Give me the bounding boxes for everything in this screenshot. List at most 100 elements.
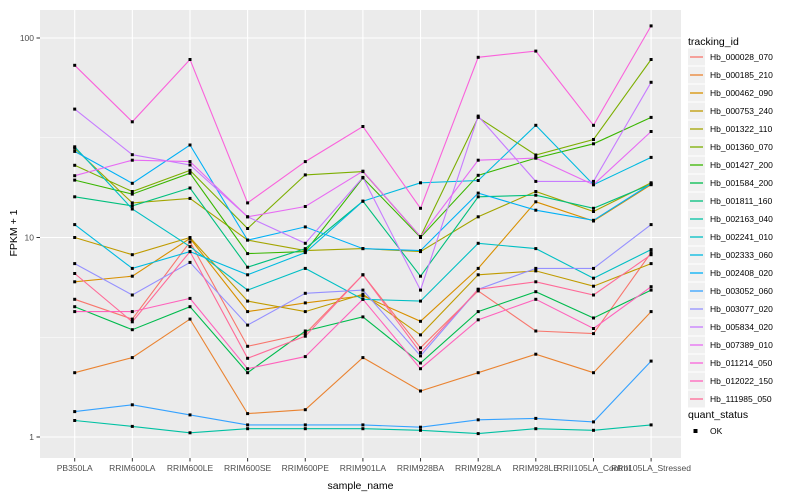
- data-point: [534, 280, 538, 284]
- data-point: [303, 247, 307, 251]
- data-point: [476, 371, 480, 375]
- data-point: [419, 181, 422, 185]
- data-point: [534, 208, 538, 212]
- data-point: [476, 191, 480, 195]
- data-point: [303, 329, 307, 333]
- data-point: [476, 310, 480, 314]
- data-point: [188, 317, 192, 321]
- data-point: [130, 253, 134, 257]
- data-point: [246, 310, 250, 314]
- data-point: [246, 288, 250, 292]
- data-point: [361, 427, 365, 431]
- data-point: [73, 272, 77, 275]
- data-point: [592, 142, 595, 146]
- data-point: [246, 265, 250, 269]
- data-point: [649, 182, 653, 186]
- data-point: [534, 200, 538, 204]
- data-point: [73, 310, 77, 314]
- data-point: [476, 432, 480, 436]
- data-point: [476, 266, 480, 270]
- data-point: [73, 149, 77, 153]
- data-point: [73, 236, 77, 239]
- data-point: [130, 204, 134, 208]
- data-point: [649, 223, 653, 227]
- data-point: [188, 160, 192, 164]
- data-point: [476, 318, 480, 322]
- legend-label-Hb_012022_150: Hb_012022_150: [710, 376, 773, 386]
- data-point: [476, 241, 480, 245]
- data-point: [649, 285, 653, 289]
- data-point: [130, 207, 134, 211]
- data-point: [649, 251, 653, 255]
- data-point: [534, 427, 538, 431]
- legend-label-Hb_007389_010: Hb_007389_010: [710, 340, 773, 350]
- data-point: [188, 168, 192, 172]
- data-point: [130, 120, 134, 124]
- data-point: [361, 315, 365, 319]
- data-point: [303, 301, 307, 305]
- quant-status-key-square: [693, 429, 698, 433]
- data-point: [130, 181, 134, 185]
- data-point: [130, 310, 134, 314]
- data-point: [73, 280, 77, 284]
- data-point: [649, 288, 653, 292]
- data-point: [246, 252, 250, 256]
- data-point: [246, 238, 250, 242]
- data-point: [188, 250, 192, 254]
- data-point: [246, 201, 250, 205]
- data-point: [188, 171, 192, 175]
- data-point: [592, 123, 595, 127]
- data-point: [73, 371, 77, 375]
- data-point: [188, 58, 192, 61]
- data-point: [534, 179, 538, 183]
- data-point: [246, 299, 250, 303]
- data-point: [534, 193, 538, 197]
- data-point: [419, 389, 422, 393]
- data-point: [592, 179, 595, 183]
- data-point: [303, 173, 307, 177]
- data-point: [361, 292, 365, 296]
- data-point: [303, 423, 307, 427]
- data-point: [592, 332, 595, 336]
- data-point: [246, 356, 250, 360]
- data-point: [130, 403, 134, 407]
- data-point: [534, 190, 538, 193]
- data-point: [303, 408, 307, 412]
- data-point: [419, 235, 422, 239]
- data-point: [649, 262, 653, 266]
- data-point: [188, 186, 192, 190]
- data-point: [188, 305, 192, 309]
- data-point: [188, 163, 192, 167]
- data-point: [534, 123, 538, 127]
- data-point: [188, 260, 192, 264]
- data-point: [476, 114, 480, 118]
- legend-label-Hb_001584_200: Hb_001584_200: [710, 178, 773, 188]
- data-point: [534, 416, 538, 420]
- data-point: [592, 327, 595, 330]
- x-tick-label: RRII105LA_Control: [557, 463, 631, 473]
- data-point: [476, 173, 480, 177]
- data-point: [649, 130, 653, 133]
- data-point: [476, 289, 480, 293]
- data-point: [303, 334, 307, 338]
- data-point: [361, 125, 365, 128]
- data-point: [361, 247, 365, 251]
- data-point: [73, 262, 77, 266]
- data-point: [130, 274, 134, 278]
- data-point: [534, 297, 538, 301]
- legend-label-Hb_001360_070: Hb_001360_070: [710, 142, 773, 152]
- data-point: [534, 156, 538, 160]
- data-point: [188, 236, 192, 239]
- data-point: [246, 344, 250, 348]
- data-point: [361, 288, 365, 292]
- data-point: [592, 138, 595, 141]
- data-point: [419, 367, 422, 371]
- data-point: [130, 158, 134, 162]
- data-point: [188, 245, 192, 249]
- data-point: [592, 284, 595, 288]
- data-point: [246, 423, 250, 427]
- data-point: [534, 49, 538, 53]
- legend-label-Hb_011214_050: Hb_011214_050: [710, 358, 773, 368]
- legend-label-Hb_111985_050: Hb_111985_050: [710, 394, 772, 404]
